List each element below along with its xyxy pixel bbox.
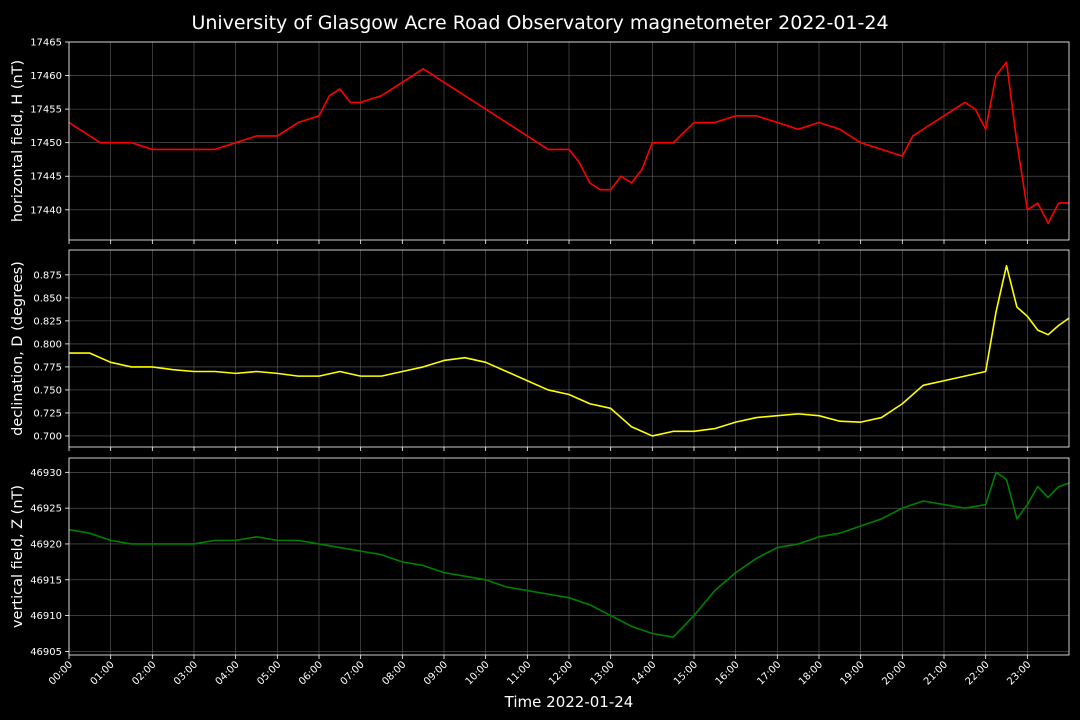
chart-title: University of Glasgow Acre Road Observat… [191, 12, 888, 34]
y-tick-label: 17445 [30, 172, 62, 183]
y-tick-label: 0.775 [33, 362, 62, 373]
x-tick-label: 14:00 [630, 659, 658, 687]
panel-2: 0.700 0.725 0.750 0.775 0.800 0.825 0.850 0.875… [10, 249, 1070, 451]
y-tick-label: 0.725 [33, 408, 62, 419]
y-tick-label: 46920 [30, 539, 62, 550]
series-line-1 [68, 61, 1069, 225]
y-tick-label: 0.850 [33, 293, 62, 304]
y-tick-label: 0.875 [33, 270, 62, 281]
y-tick-label: 46905 [30, 647, 62, 658]
x-tick-label: 11:00 [505, 659, 533, 687]
x-tick-label: 09:00 [422, 659, 450, 687]
x-tick-label: 15:00 [672, 659, 700, 687]
panel-3: 46905 46910 46915 46920 46925 46930 vertical f… [10, 457, 1070, 659]
x-tick-label: 06:00 [297, 659, 325, 687]
series-line-2 [69, 264, 1070, 437]
x-tick-label: 01:00 [89, 659, 117, 687]
panel-frame [68, 249, 1070, 448]
y-tick-label: 17465 [30, 38, 62, 49]
x-tick-label: 20:00 [880, 659, 908, 687]
y-tick-label: 46915 [30, 575, 62, 586]
x-tick-label: 22:00 [964, 659, 992, 687]
x-tick-label: 00:00 [47, 659, 75, 687]
panel-frame [68, 457, 1070, 656]
y-tick-label: 46925 [30, 504, 62, 515]
y-tick-label: 0.750 [33, 385, 62, 396]
y-axis-label: horizontal field, H (nT) [10, 60, 26, 222]
x-tick-label: 05:00 [255, 659, 283, 687]
panel-frame [68, 41, 1070, 241]
series-line-3 [68, 471, 1070, 638]
panels-group: 17440 17445 17450 17455 17460 17465 horizontal… [10, 38, 1070, 659]
y-tick-label: 0.700 [33, 431, 62, 442]
x-tick-label: 23:00 [1005, 659, 1033, 687]
y-tick-label: 46910 [30, 611, 62, 622]
x-tick-label: 12:00 [547, 659, 575, 687]
y-tick-label: 17460 [30, 71, 62, 82]
x-tick-label: 03:00 [172, 659, 200, 687]
x-tick-label: 18:00 [797, 659, 825, 687]
x-tick-label: 02:00 [130, 659, 158, 687]
panel-1: 17440 17445 17450 17455 17460 17465 horizontal… [10, 38, 1070, 244]
y-axis-label: declination, D (degrees) [10, 261, 26, 436]
y-tick-label: 17455 [30, 105, 62, 116]
x-tick-label: 17:00 [755, 659, 783, 687]
x-tick-label: 07:00 [339, 659, 367, 687]
x-axis: 00:00 01:00 02:00 03:00 04:00 05:00 06:00 07:00… [47, 659, 1033, 687]
x-tick-label: 10:00 [464, 659, 492, 687]
y-tick-label: 17450 [30, 138, 62, 149]
y-tick-label: 17440 [30, 205, 62, 216]
x-tick-label: 21:00 [922, 659, 950, 687]
y-tick-label: 0.825 [33, 316, 62, 327]
x-tick-label: 04:00 [214, 659, 242, 687]
x-tick-label: 16:00 [714, 659, 742, 687]
y-axis-label: vertical field, Z (nT) [10, 485, 26, 628]
x-tick-label: 13:00 [589, 659, 617, 687]
x-tick-label: 19:00 [839, 659, 867, 687]
x-tick-label: 08:00 [380, 659, 408, 687]
x-axis-label: Time 2022-01-24 [504, 693, 634, 711]
y-tick-label: 46930 [30, 468, 62, 479]
y-tick-label: 0.800 [33, 339, 62, 350]
